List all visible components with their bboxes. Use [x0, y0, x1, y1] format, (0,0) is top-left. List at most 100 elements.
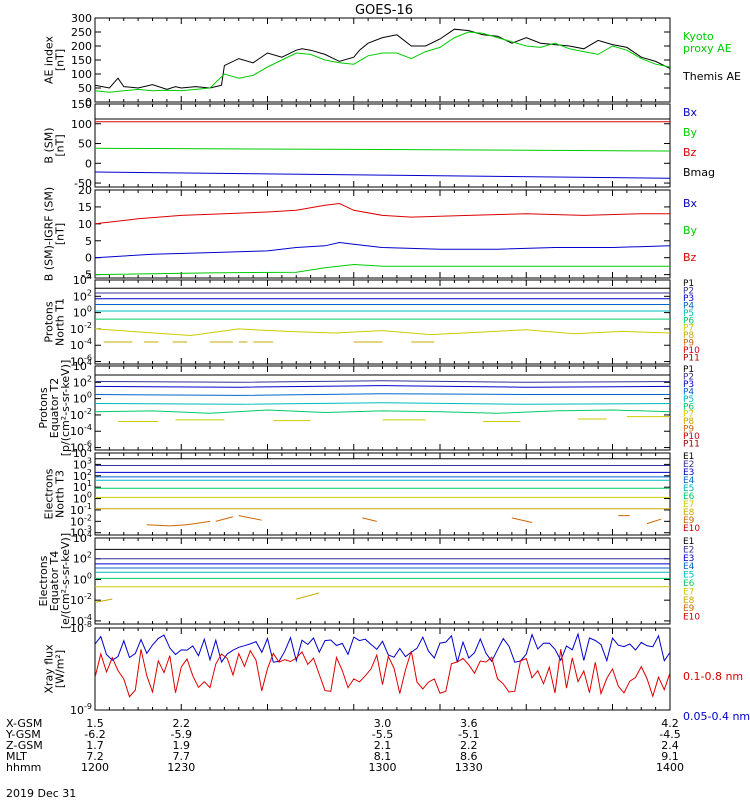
y-tick-label: 10-9: [70, 702, 92, 717]
date-label: 2019 Dec 31: [6, 787, 76, 800]
y-tick-label: 50: [78, 82, 92, 95]
time-row-value: 2.2: [460, 739, 478, 752]
legend-item: P7: [683, 324, 694, 334]
legend-item: By: [683, 224, 698, 237]
time-row-value: -6.2: [84, 728, 105, 741]
y-tick-exponent: 1: [87, 479, 92, 488]
time-row-label: X-GSM: [6, 717, 42, 730]
y-tick-exponent: -4: [84, 337, 92, 346]
y-tick-label: 104: [73, 272, 92, 287]
panel-bsm: -50 0 50 100 150 B (SM)[nT] Bx By Bz Bmag: [43, 98, 716, 190]
y-tick-label: 10-4: [70, 337, 92, 352]
time-row-value: 2.4: [661, 739, 679, 752]
y-tick-label: 100: [71, 118, 92, 131]
panel-frame: [94, 365, 671, 451]
series-E9-segment: [362, 517, 377, 522]
y-tick-exponent: -2: [84, 407, 92, 416]
time-row-label: hhmm: [6, 761, 41, 774]
panel-frame: [94, 189, 671, 279]
legend-item: E3: [683, 554, 694, 564]
series-E9-segment: [169, 524, 188, 527]
y-tick-exponent: -9: [84, 702, 92, 711]
time-row-value: 1230: [167, 761, 195, 774]
time-row-value: -5.9: [171, 728, 192, 741]
legend-item: By: [683, 126, 698, 139]
series-P6: [95, 409, 670, 414]
legend-item: P3: [683, 294, 694, 304]
legend-item: P2: [683, 286, 694, 296]
legend-item: P2: [683, 372, 694, 382]
y-axis-label: AE index: [43, 35, 56, 84]
series-Themis-AE: [95, 28, 670, 90]
legend: Bx By Bz Bmag: [683, 106, 715, 179]
y-tick-exponent: 0: [87, 571, 92, 580]
legend-item: E10: [683, 613, 700, 623]
legend-item: P7: [683, 410, 694, 420]
y-tick-label: 20: [78, 184, 92, 197]
y-tick-label: 150: [71, 98, 92, 111]
y-tick-exponent: 0: [87, 491, 92, 500]
y-axis-label: [e/(cm²-s-sr-keV)]: [59, 533, 72, 629]
series-E9-segment: [215, 516, 234, 522]
legend-item: P9: [683, 339, 694, 349]
series-group: [95, 632, 670, 698]
panel-xray: 10-9 10-8 Xray flux[W/m²] 0.1-0.8 nm 0.05-0.…: [43, 620, 750, 723]
time-row-value: -5.5: [372, 728, 393, 741]
series-P2: [95, 380, 670, 383]
time-row-value: 2.1: [374, 739, 392, 752]
series-group: [95, 458, 670, 527]
time-row-value: 1200: [81, 761, 109, 774]
y-tick-exponent: 2: [87, 468, 92, 477]
series-group: [95, 287, 670, 343]
y-tick-label: 0: [85, 157, 92, 170]
legend-item: Bx: [683, 106, 698, 119]
y-tick-exponent: 4: [87, 358, 92, 367]
series-E9-segment: [238, 515, 262, 521]
y-axis-label: North T3: [54, 470, 67, 518]
y-tick-exponent: -6: [84, 440, 92, 449]
y-tick-exponent: -3: [84, 525, 92, 534]
y-tick-label: 300: [71, 12, 92, 25]
legend-item: E10: [683, 524, 700, 534]
series-Bx: [95, 241, 670, 259]
y-axis-label: Protons: [37, 387, 50, 428]
y-tick-exponent: 2: [87, 288, 92, 297]
legend-item: E9: [683, 516, 695, 526]
legend-item: P8: [683, 417, 694, 427]
y-tick-label: 100: [73, 305, 92, 320]
y-tick-label: 10-4: [70, 423, 92, 438]
legend-item: P11: [683, 354, 700, 364]
y-tick-label: -50: [74, 177, 92, 190]
series-0-1-0-8-nm: [95, 649, 670, 698]
series-group: [95, 118, 670, 179]
y-tick-label: 50: [78, 138, 92, 151]
y-tick-label: 5: [85, 235, 92, 248]
y-tick-label: 102: [73, 551, 92, 566]
legend-item: P10: [683, 432, 700, 442]
legend-item: E4: [683, 476, 695, 486]
legend-item: E5: [683, 484, 694, 494]
legend-item: P1: [683, 365, 694, 375]
series-E8-segment: [296, 592, 320, 600]
y-tick-label: 104: [73, 530, 92, 545]
y-tick-label: 10-2: [70, 592, 92, 607]
time-row-value: 7.2: [86, 750, 104, 763]
y-tick-exponent: 2: [87, 374, 92, 383]
series-P5: [95, 402, 670, 405]
time-row-value: 8.6: [460, 750, 478, 763]
y-tick-label: -5: [81, 269, 92, 282]
legend-item: E8: [683, 596, 695, 606]
time-row-value: 1.5: [86, 717, 104, 730]
y-tick-exponent: 4: [87, 530, 92, 539]
series-Bx: [95, 171, 670, 179]
series-group: [95, 374, 670, 422]
time-row-value: 9.1: [661, 750, 679, 763]
legend-item: P8: [683, 331, 694, 341]
legend-item: E5: [683, 571, 694, 581]
y-tick-label: 102: [73, 288, 92, 303]
y-axis-label: [nT]: [54, 49, 67, 71]
